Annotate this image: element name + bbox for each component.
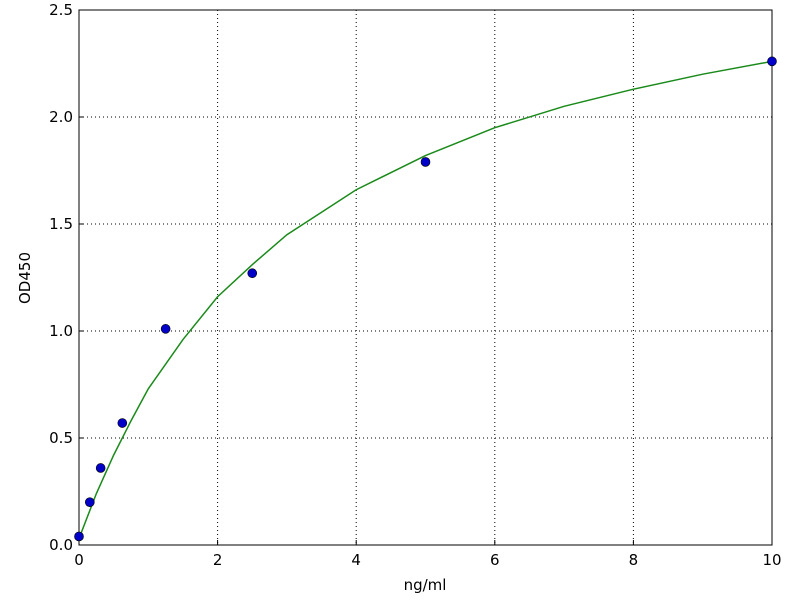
x-tick-label: 6 xyxy=(490,551,500,569)
plot-frame xyxy=(78,9,773,546)
x-tick-label: 4 xyxy=(351,551,361,569)
x-tick-label: 10 xyxy=(762,551,781,569)
x-tick-label: 0 xyxy=(74,551,84,569)
data-point xyxy=(117,418,128,428)
data-point xyxy=(767,56,777,67)
data-point xyxy=(160,324,171,334)
x-tick-label: 8 xyxy=(629,551,639,569)
data-point xyxy=(95,463,106,473)
data-point xyxy=(247,268,258,279)
y-tick-label: 2.0 xyxy=(49,108,73,126)
x-tick-label: 2 xyxy=(213,551,223,569)
data-point xyxy=(85,497,95,508)
y-tick-label: 1.5 xyxy=(49,215,73,233)
data-point xyxy=(420,157,431,167)
fit-curve xyxy=(78,60,773,539)
y-tick-label: 0.0 xyxy=(49,536,73,554)
y-axis-label: OD450 xyxy=(16,252,34,304)
y-tick-label: 1.0 xyxy=(49,322,73,340)
x-axis-label: ng/ml xyxy=(404,576,447,594)
data-point xyxy=(74,531,84,542)
y-tick-label: 2.5 xyxy=(49,1,73,19)
y-tick-label: 0.5 xyxy=(49,429,73,447)
